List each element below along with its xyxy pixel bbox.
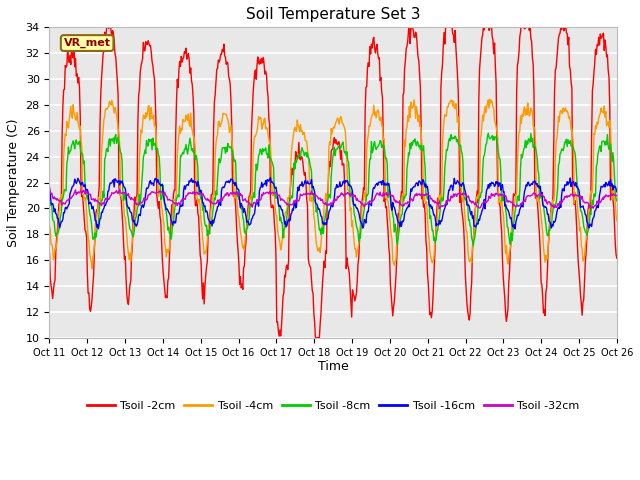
Tsoil -8cm: [484, 131, 492, 136]
Tsoil -16cm: [115, 178, 122, 184]
Tsoil -2cm: [203, 264, 211, 270]
Tsoil -4cm: [88, 266, 96, 272]
Tsoil -16cm: [45, 184, 53, 190]
Legend: Tsoil -2cm, Tsoil -4cm, Tsoil -8cm, Tsoil -16cm, Tsoil -32cm: Tsoil -2cm, Tsoil -4cm, Tsoil -8cm, Tsoi…: [83, 396, 584, 415]
Tsoil -2cm: [104, 18, 112, 24]
Tsoil -8cm: [115, 134, 122, 140]
Tsoil -4cm: [486, 96, 493, 102]
Tsoil -8cm: [419, 148, 427, 154]
Tsoil -4cm: [203, 247, 211, 252]
X-axis label: Time: Time: [318, 360, 349, 373]
Tsoil -2cm: [45, 251, 53, 256]
Tsoil -16cm: [202, 209, 209, 215]
Tsoil -4cm: [403, 124, 411, 130]
Tsoil -4cm: [56, 207, 63, 213]
Title: Soil Temperature Set 3: Soil Temperature Set 3: [246, 7, 420, 22]
Line: Tsoil -4cm: Tsoil -4cm: [49, 99, 617, 269]
Tsoil -8cm: [403, 192, 410, 198]
Tsoil -8cm: [202, 223, 209, 229]
Line: Tsoil -32cm: Tsoil -32cm: [49, 190, 617, 209]
Tsoil -2cm: [404, 38, 412, 44]
Tsoil -16cm: [267, 175, 275, 180]
Tsoil -4cm: [173, 188, 180, 194]
Tsoil -2cm: [613, 255, 621, 261]
Line: Tsoil -16cm: Tsoil -16cm: [49, 178, 617, 229]
Tsoil -16cm: [420, 178, 428, 183]
Tsoil -32cm: [45, 187, 53, 193]
Tsoil -8cm: [45, 204, 53, 209]
Y-axis label: Soil Temperature (C): Soil Temperature (C): [7, 118, 20, 247]
Tsoil -4cm: [45, 223, 53, 229]
Tsoil -16cm: [613, 189, 621, 195]
Tsoil -2cm: [56, 199, 63, 204]
Tsoil -32cm: [173, 200, 180, 206]
Tsoil -32cm: [115, 191, 122, 196]
Tsoil -16cm: [56, 225, 63, 231]
Tsoil -32cm: [420, 193, 428, 199]
Tsoil -4cm: [613, 218, 621, 224]
Tsoil -16cm: [403, 205, 411, 211]
Tsoil -2cm: [420, 201, 428, 207]
Tsoil -32cm: [435, 206, 443, 212]
Tsoil -32cm: [613, 192, 621, 198]
Tsoil -32cm: [403, 201, 411, 206]
Line: Tsoil -8cm: Tsoil -8cm: [49, 133, 617, 245]
Tsoil -8cm: [613, 198, 621, 204]
Line: Tsoil -2cm: Tsoil -2cm: [49, 21, 617, 338]
Tsoil -4cm: [115, 131, 123, 137]
Tsoil -16cm: [172, 219, 180, 225]
Text: VR_met: VR_met: [63, 38, 111, 48]
Tsoil -8cm: [56, 221, 63, 227]
Tsoil -16cm: [511, 226, 519, 232]
Tsoil -2cm: [312, 335, 319, 341]
Tsoil -32cm: [56, 198, 63, 204]
Tsoil -8cm: [469, 242, 477, 248]
Tsoil -2cm: [115, 185, 123, 191]
Tsoil -8cm: [172, 200, 180, 206]
Tsoil -32cm: [116, 187, 124, 192]
Tsoil -32cm: [203, 197, 211, 203]
Tsoil -2cm: [173, 97, 180, 103]
Tsoil -4cm: [420, 197, 428, 203]
